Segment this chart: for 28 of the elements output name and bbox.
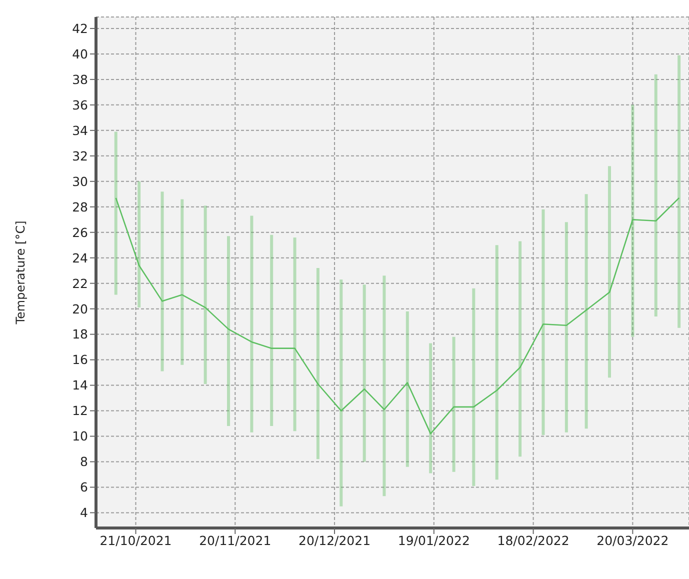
y-tick-label: 40 <box>72 46 88 62</box>
y-tick-label: 26 <box>72 224 88 240</box>
y-tick-label: 34 <box>72 122 88 138</box>
x-tick-label: 19/01/2022 <box>398 532 470 548</box>
y-tick-label: 18 <box>72 326 88 342</box>
x-tick-label: 20/11/2021 <box>199 532 272 548</box>
y-tick-label: 16 <box>72 352 88 368</box>
y-tick-label: 12 <box>72 403 88 418</box>
x-tick-label: 21/10/2021 <box>100 532 172 548</box>
y-tick-label: 38 <box>72 72 88 87</box>
y-tick-label: 28 <box>72 199 88 214</box>
y-tick-label: 8 <box>80 454 88 470</box>
y-tick-label: 14 <box>72 378 88 393</box>
x-tick-label: 20/12/2021 <box>298 532 371 548</box>
y-tick-label: 32 <box>72 148 88 164</box>
y-tick-label: 20 <box>72 301 88 316</box>
y-tick-label: 42 <box>72 20 88 36</box>
y-tick-label: 10 <box>72 428 88 444</box>
line-series <box>115 197 680 434</box>
x-tick-label: 18/02/2022 <box>497 532 570 548</box>
y-tick-label: 22 <box>72 276 88 291</box>
y-axis-title: Temperature [°C] <box>13 220 28 326</box>
y-tick-label: 24 <box>72 250 88 266</box>
y-tick-label: 4 <box>80 505 88 520</box>
x-tick-label: 20/03/2022 <box>596 532 669 548</box>
y-tick-label: 30 <box>72 174 88 189</box>
y-tick-label: 36 <box>72 97 88 112</box>
y-tick-label: 6 <box>80 480 88 495</box>
